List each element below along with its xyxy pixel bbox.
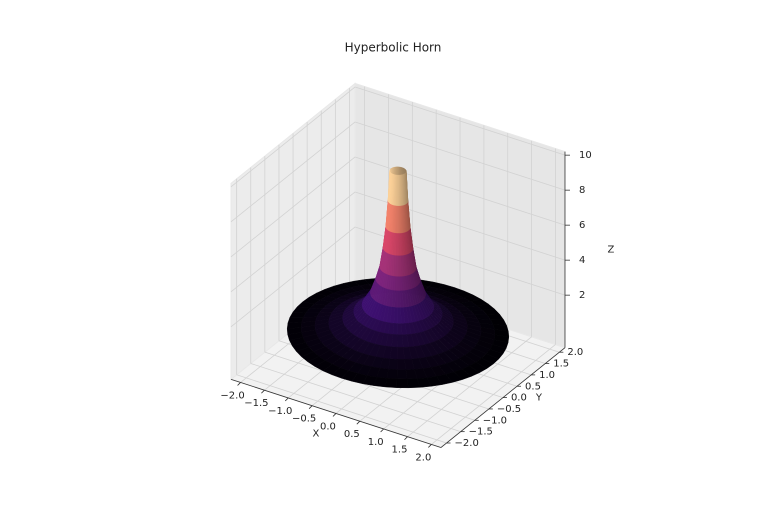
surface-face (397, 290, 401, 308)
surface-face (385, 378, 398, 388)
x-tick-label: 1.0 (368, 437, 384, 448)
z-tick-label: 8 (579, 185, 585, 196)
z-tick-label: 10 (579, 150, 592, 161)
surface-face (397, 323, 403, 335)
y-axis-line (440, 347, 566, 448)
tick-mark (308, 405, 313, 409)
x-tick-label: −0.5 (292, 414, 316, 425)
x-tick-label: −2.0 (220, 390, 244, 401)
surface-face (395, 275, 399, 291)
x-tick-label: 1.5 (392, 445, 408, 456)
surface-face (397, 232, 400, 256)
grid-line (354, 86, 566, 156)
x-tick-label: 0.0 (320, 421, 336, 432)
x-axis-line (230, 378, 442, 448)
x-tick-label: 2.0 (415, 452, 431, 463)
grid-line (230, 86, 356, 188)
tick-mark (428, 444, 432, 448)
y-tick-label: 2.0 (567, 347, 583, 358)
y-tick-label: −1.0 (483, 415, 507, 426)
chart-title: Hyperbolic Horn (345, 41, 442, 55)
tick-mark (261, 389, 265, 394)
surface-face (397, 346, 405, 360)
surface-face (386, 368, 398, 380)
tick-mark (237, 382, 241, 386)
surface-face (397, 307, 402, 324)
tick-mark (404, 436, 408, 440)
surface-face (396, 174, 399, 206)
z-tick-label: 6 (579, 220, 585, 231)
x-tick-label: −1.0 (268, 406, 292, 417)
y-tick-label: 1.0 (539, 370, 555, 381)
y-axis-label: Y (535, 393, 543, 404)
z-tick-label: 2 (579, 290, 585, 301)
y-tick-label: −1.5 (469, 427, 493, 438)
surface-face (397, 276, 401, 291)
grid-line (230, 226, 356, 328)
surface-face (396, 378, 409, 389)
z-axis-label: Z (608, 245, 615, 256)
tick-mark (380, 428, 384, 433)
surface-face (388, 358, 398, 370)
x-tick-label: 0.5 (344, 429, 360, 440)
y-tick-label: −0.5 (497, 404, 521, 415)
surface-face (395, 255, 399, 277)
surface-face (391, 334, 398, 348)
y-tick-label: 0.5 (525, 381, 541, 392)
grid-line (230, 191, 356, 293)
grid-line (354, 121, 566, 191)
surface-face (392, 323, 398, 335)
grid-line (230, 156, 356, 258)
grid-line (236, 374, 447, 444)
y-tick-label: 1.5 (553, 359, 569, 370)
tick-mark (284, 397, 289, 402)
surface-face (394, 290, 398, 308)
grid-line (230, 121, 356, 223)
x-tick-label: −1.5 (244, 398, 268, 409)
surface-face (396, 359, 407, 370)
x-axis-label: X (313, 428, 320, 439)
y-tick-label: 0.0 (511, 393, 527, 404)
grid-line (264, 351, 475, 421)
surface-face (396, 205, 399, 234)
surface-face (396, 369, 408, 380)
surface-face (397, 334, 404, 348)
surface-face (396, 232, 399, 256)
tick-mark (356, 420, 361, 425)
z-tick-label: 4 (579, 255, 585, 266)
tick-mark (332, 413, 337, 417)
grid-line (250, 363, 461, 433)
y-tick-label: −2.0 (455, 438, 479, 449)
surface-face (397, 255, 400, 277)
grid-line (354, 156, 566, 226)
